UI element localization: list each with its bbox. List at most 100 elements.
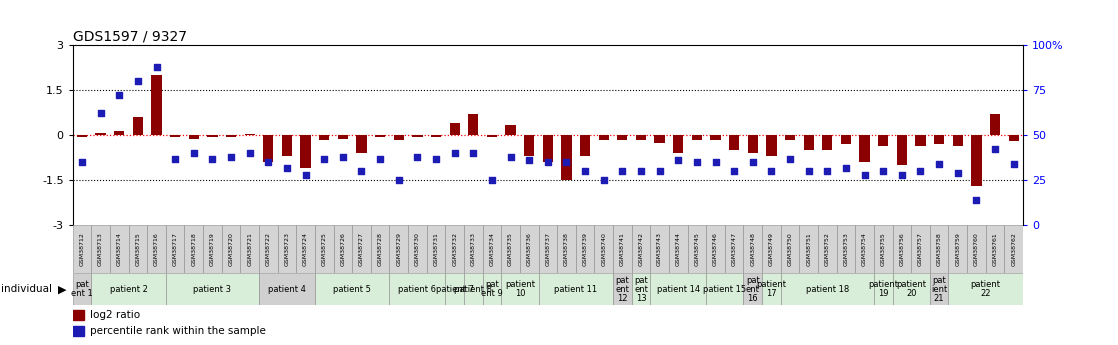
FancyBboxPatch shape — [930, 273, 948, 305]
Text: GSM38760: GSM38760 — [974, 233, 979, 266]
Text: GSM38725: GSM38725 — [322, 233, 326, 266]
Point — [614, 168, 632, 174]
Point — [240, 150, 258, 156]
Point — [259, 159, 277, 165]
Text: patient
20: patient 20 — [897, 280, 926, 298]
FancyBboxPatch shape — [707, 273, 743, 305]
Point — [408, 154, 426, 159]
Text: pat
ent 9: pat ent 9 — [481, 280, 503, 298]
FancyBboxPatch shape — [371, 225, 389, 273]
Point — [911, 168, 929, 174]
Text: GSM38762: GSM38762 — [1011, 233, 1016, 266]
Bar — [766, 135, 777, 156]
Text: patient 3: patient 3 — [193, 285, 231, 294]
Point — [949, 170, 967, 176]
Text: GSM38757: GSM38757 — [918, 233, 923, 266]
Text: patient 14: patient 14 — [656, 285, 700, 294]
Text: GSM38726: GSM38726 — [340, 233, 345, 266]
Text: GSM38759: GSM38759 — [955, 233, 960, 266]
FancyBboxPatch shape — [92, 273, 165, 305]
Text: GSM38739: GSM38739 — [582, 232, 588, 266]
Point — [427, 156, 445, 161]
FancyBboxPatch shape — [445, 225, 464, 273]
Point — [837, 165, 855, 170]
Text: GSM38750: GSM38750 — [787, 233, 793, 266]
Point — [799, 168, 817, 174]
Point — [893, 172, 911, 178]
Text: percentile rank within the sample: percentile rank within the sample — [89, 326, 266, 336]
Point — [111, 92, 129, 98]
Bar — [542, 135, 553, 162]
FancyBboxPatch shape — [799, 225, 818, 273]
Bar — [357, 135, 367, 153]
FancyBboxPatch shape — [948, 225, 967, 273]
Text: GSM38729: GSM38729 — [396, 232, 401, 266]
Bar — [785, 135, 795, 140]
Point — [483, 177, 501, 183]
FancyBboxPatch shape — [539, 273, 613, 305]
FancyBboxPatch shape — [874, 273, 892, 305]
Bar — [524, 135, 534, 156]
Point — [502, 154, 520, 159]
Bar — [449, 123, 459, 135]
Text: GSM38714: GSM38714 — [116, 233, 122, 266]
Text: GSM38745: GSM38745 — [694, 233, 700, 266]
FancyBboxPatch shape — [967, 225, 986, 273]
Bar — [263, 135, 274, 162]
FancyBboxPatch shape — [632, 225, 651, 273]
Point — [818, 168, 836, 174]
FancyBboxPatch shape — [595, 225, 613, 273]
Point — [781, 156, 799, 161]
FancyBboxPatch shape — [315, 273, 389, 305]
Text: GSM38755: GSM38755 — [881, 233, 885, 266]
Point — [632, 168, 650, 174]
Point — [92, 111, 110, 116]
Text: GSM38722: GSM38722 — [266, 232, 271, 266]
Text: GSM38743: GSM38743 — [657, 232, 662, 266]
FancyBboxPatch shape — [651, 225, 669, 273]
FancyBboxPatch shape — [259, 225, 277, 273]
Point — [371, 156, 389, 161]
Text: GSM38720: GSM38720 — [228, 233, 234, 266]
Point — [930, 161, 948, 167]
Bar — [654, 135, 665, 142]
Point — [595, 177, 613, 183]
FancyBboxPatch shape — [724, 225, 743, 273]
FancyBboxPatch shape — [73, 225, 92, 273]
Point — [855, 172, 873, 178]
Point — [558, 159, 576, 165]
Bar — [598, 135, 609, 140]
Point — [184, 150, 202, 156]
Text: patient 11: patient 11 — [555, 285, 597, 294]
Bar — [860, 135, 870, 162]
Point — [670, 158, 688, 163]
Point — [743, 159, 761, 165]
Bar — [319, 135, 330, 140]
Bar — [486, 135, 498, 137]
Text: GSM38724: GSM38724 — [303, 232, 309, 266]
FancyBboxPatch shape — [464, 225, 483, 273]
FancyBboxPatch shape — [240, 225, 259, 273]
Bar — [114, 131, 124, 135]
FancyBboxPatch shape — [948, 273, 1023, 305]
Bar — [189, 135, 199, 139]
Text: patient 5: patient 5 — [333, 285, 371, 294]
FancyBboxPatch shape — [539, 225, 557, 273]
FancyBboxPatch shape — [483, 273, 501, 305]
Point — [73, 159, 91, 165]
FancyBboxPatch shape — [501, 273, 539, 305]
FancyBboxPatch shape — [613, 225, 632, 273]
Text: patient 18: patient 18 — [806, 285, 849, 294]
Point — [352, 168, 370, 174]
Bar — [729, 135, 739, 150]
Text: GSM38740: GSM38740 — [601, 233, 606, 266]
Text: GDS1597 / 9327: GDS1597 / 9327 — [73, 30, 187, 44]
Text: patient 4: patient 4 — [268, 285, 306, 294]
Text: GSM38761: GSM38761 — [993, 233, 997, 266]
Bar — [972, 135, 982, 186]
Text: log2 ratio: log2 ratio — [89, 310, 140, 320]
Text: GSM38747: GSM38747 — [731, 232, 737, 266]
FancyBboxPatch shape — [464, 273, 483, 305]
FancyBboxPatch shape — [277, 225, 296, 273]
Text: pat
ent 1: pat ent 1 — [72, 280, 93, 298]
